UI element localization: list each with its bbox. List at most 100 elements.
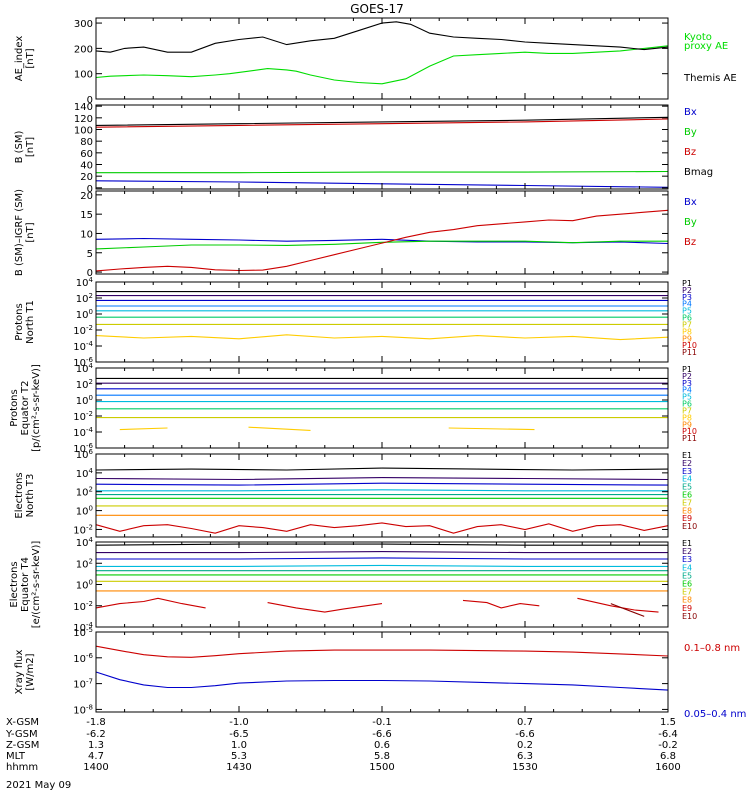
y-tick-label: 20 <box>80 172 93 183</box>
series-line-kyoto-proxy-ae <box>95 45 669 85</box>
y-tick-label: 104 <box>76 467 94 480</box>
y-tick-label: 140 <box>74 102 93 113</box>
coord-value: 0.2 <box>517 740 533 751</box>
y-tick-label: 15 <box>80 210 93 221</box>
series-line-e3 <box>96 557 668 560</box>
legend-item: P3 <box>682 379 692 388</box>
y-axis-label: Xray flux <box>14 650 25 695</box>
legend-item: P9 <box>682 334 692 343</box>
y-tick-label: 10-7 <box>73 678 93 691</box>
legend-item: 0.1–0.8 nm <box>684 643 740 654</box>
series-line-e4 <box>96 564 668 567</box>
coord-value: -1.0 <box>229 717 249 728</box>
series-line-0-1-0-8-nm <box>95 645 669 658</box>
legend-item: P11 <box>682 348 697 357</box>
y-tick-label: 10-4 <box>73 340 93 353</box>
legend-item: P4 <box>682 386 692 395</box>
series-line-e9b <box>267 602 383 613</box>
legend-item: P5 <box>682 393 692 402</box>
coord-value: 6.8 <box>660 751 676 762</box>
footer-group: X-GSM -1.8 -1.0 -0.1 0.7 1.5 Y-GSM -6.2 -6.5 -6.6… <box>5 717 681 773</box>
series-line-e2 <box>96 551 668 554</box>
legend-item: E9 <box>682 514 692 523</box>
coord-value: 1500 <box>369 762 394 773</box>
legend-item: E1 <box>682 539 692 548</box>
coord-value: 1430 <box>226 762 251 773</box>
legend-item: proxy AE <box>684 41 728 52</box>
legend-item: Bz <box>684 147 696 158</box>
y-tick-label: 104 <box>76 362 94 375</box>
panel-frame <box>95 104 669 190</box>
y-axis-label: North T3 <box>25 474 36 518</box>
coord-value: -6.6 <box>372 729 392 740</box>
coord-row-label: hhmm <box>6 762 38 773</box>
legend-item: P2 <box>682 372 692 381</box>
y-axis-label: Equator T2 <box>20 381 31 436</box>
panel-frame <box>95 453 669 538</box>
series-line-e2 <box>95 477 669 481</box>
y-axis-label: Electrons <box>9 561 20 607</box>
y-tick-label: 100 <box>76 505 93 518</box>
legend-item: P10 <box>682 341 697 350</box>
coord-value: 1.3 <box>88 740 104 751</box>
panel-frame <box>95 631 669 713</box>
y-tick-label: 0 <box>87 184 93 195</box>
plot-title: GOES-17 <box>350 2 404 16</box>
coord-value: 6.3 <box>517 751 533 762</box>
y-tick-label: 100 <box>76 308 93 321</box>
coord-value: 1400 <box>83 762 108 773</box>
legend-item: E10 <box>682 522 697 531</box>
y-tick-label: 5 <box>87 249 93 260</box>
series-line-themis-ae <box>95 21 669 53</box>
series-line-e3 <box>95 482 669 486</box>
series-line-p8c <box>448 427 535 431</box>
y-tick-label: 104 <box>76 276 94 289</box>
coord-value: 0.7 <box>517 717 533 728</box>
series-line-p8b <box>248 426 311 431</box>
y-tick-label: 300 <box>74 19 93 30</box>
legend-item: P8 <box>682 413 692 422</box>
y-tick-label: 10-4 <box>73 426 93 439</box>
y-tick-label: 40 <box>80 161 93 172</box>
coord-value: 1600 <box>655 762 680 773</box>
legend-item: E10 <box>682 612 697 621</box>
series-line-bz <box>95 209 669 272</box>
coord-value: 4.7 <box>88 751 104 762</box>
legend-item: E6 <box>682 580 692 589</box>
legend-item: P1 <box>682 365 692 374</box>
coord-value: -1.8 <box>86 717 106 728</box>
y-axis-label: AE_index <box>14 36 25 82</box>
y-tick-label: 100 <box>76 394 93 407</box>
y-tick-label: 100 <box>74 70 93 81</box>
y-tick-label: 100 <box>74 126 93 137</box>
legend-item: P6 <box>682 400 692 409</box>
y-axis-label: B (SM)–IGRF (SM) <box>14 189 25 276</box>
y-tick-label: 102 <box>76 557 93 570</box>
date-label: 2021 May 09 <box>6 780 71 791</box>
y-tick-label: 10-6 <box>73 652 93 665</box>
legend-item: P1 <box>682 279 692 288</box>
legend-item: P9 <box>682 420 692 429</box>
y-tick-label: 104 <box>76 536 94 549</box>
y-tick-label: 0 <box>87 268 93 279</box>
legend-item: Bx <box>684 197 697 208</box>
coord-row-label: X-GSM <box>6 717 39 728</box>
legend-item: By <box>684 127 697 138</box>
legend-item: P7 <box>682 320 692 329</box>
coord-value: -6.5 <box>229 729 249 740</box>
panel-8: 10-8 10-7 10-6 10-5 Xray flux [W/m2] 0.1–0.8 n… <box>14 626 746 720</box>
coord-value: 5.8 <box>374 751 390 762</box>
legend-item: E6 <box>682 491 692 500</box>
series-line-p8a <box>119 427 168 431</box>
panel-frame <box>95 367 669 449</box>
coord-value: 0.6 <box>374 740 390 751</box>
legend-item: P5 <box>682 307 692 316</box>
legend-item: E7 <box>682 498 692 507</box>
coord-value: 1.5 <box>660 717 676 728</box>
coord-value: -0.2 <box>658 740 678 751</box>
y-tick-label: 10-5 <box>73 626 93 639</box>
legend-item: E9 <box>682 604 692 613</box>
